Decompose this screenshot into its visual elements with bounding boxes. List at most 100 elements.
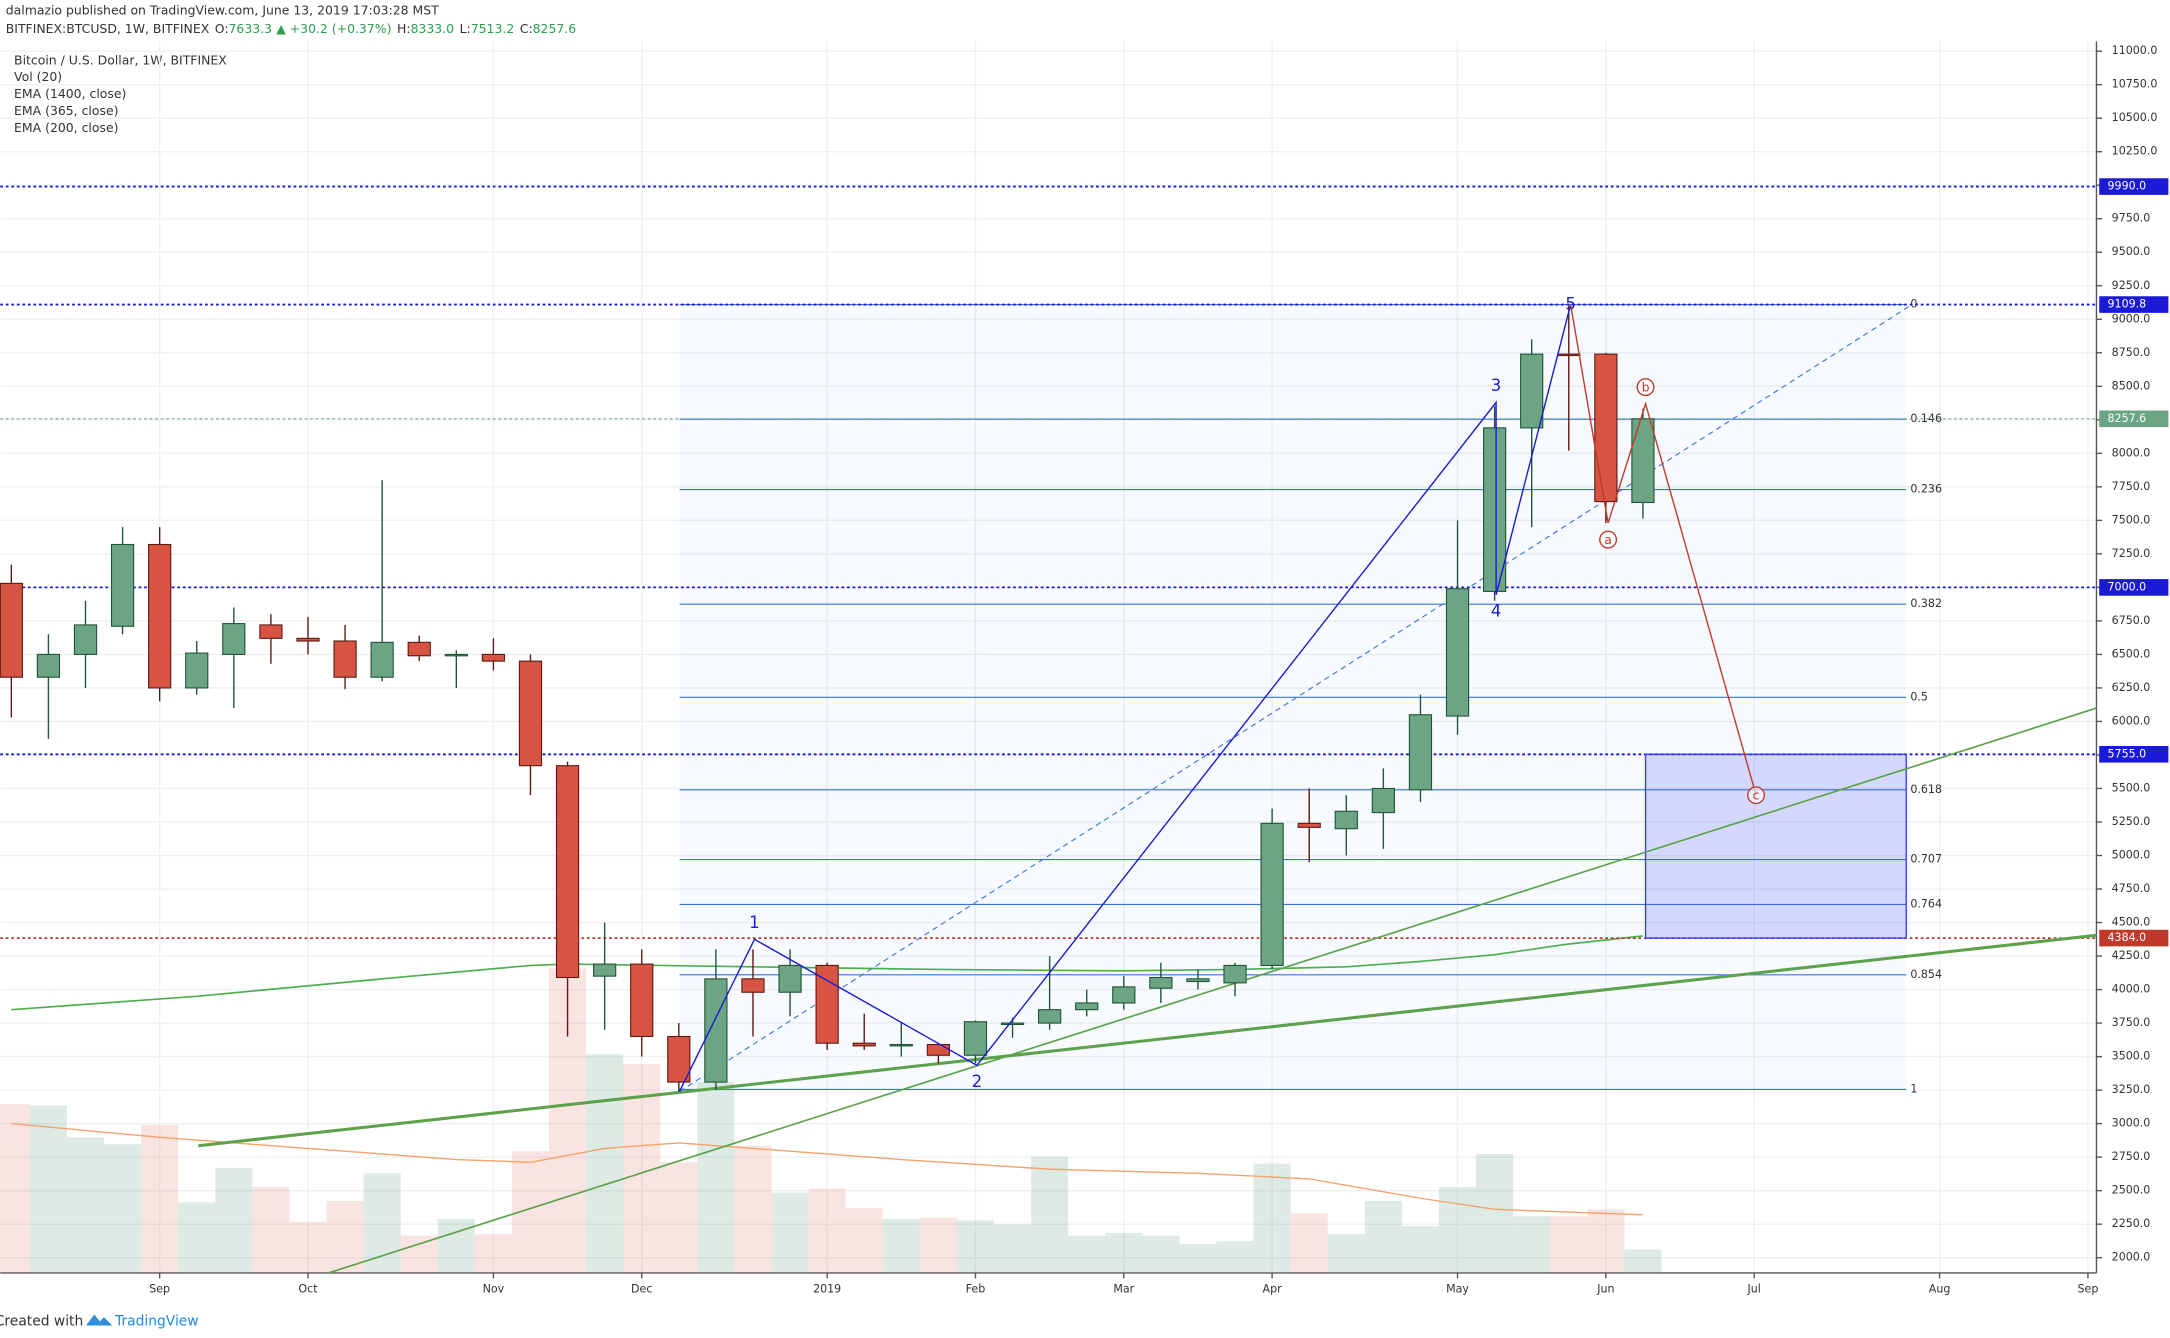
y-tick-label: 4500.0 (2112, 916, 2151, 929)
wave-circle (1747, 786, 1766, 805)
y-tick-label: 9250.0 (2112, 279, 2151, 292)
volume-bar (400, 1235, 438, 1273)
fib-label: 0.707 (1910, 853, 1942, 866)
candle-body (1371, 787, 1395, 814)
price-level-label: 8257.6 (2108, 412, 2147, 425)
footer-brand: TradingView (114, 1313, 199, 1329)
candle-body (185, 652, 209, 689)
x-tick-label: Jul (1747, 1283, 1761, 1296)
y-tick-label: 3250.0 (2112, 1083, 2151, 1096)
quote-value: 7633.3 (229, 21, 273, 36)
candle-body (1594, 353, 1618, 503)
candle-body (1223, 964, 1247, 984)
candle-body (889, 1043, 913, 1047)
wave-label: a (1604, 532, 1612, 547)
brand-logo (85, 1314, 113, 1326)
wave-label: c (1753, 787, 1760, 802)
candle-body (1075, 1002, 1099, 1011)
x-tick-label: Aug (1929, 1283, 1951, 1296)
candle-body (481, 653, 506, 662)
volume-bar (1476, 1153, 1514, 1273)
price-level-label: 7000.0 (2108, 580, 2147, 593)
volume-bar (252, 1187, 290, 1273)
y-tick-label: 3000.0 (2112, 1117, 2151, 1130)
quote-value: 8257.6 (533, 21, 577, 36)
fib-label: 0.146 (1910, 412, 1942, 425)
y-tick-label: 8000.0 (2112, 446, 2151, 459)
volume-bar (289, 1221, 327, 1273)
candle-body (259, 624, 283, 639)
volume-bar (882, 1219, 920, 1273)
volume-bar (586, 1054, 624, 1273)
fib-label: 0.618 (1910, 783, 1942, 796)
candle-body (1149, 976, 1173, 989)
candle-body (0, 582, 23, 678)
candle-body (630, 963, 654, 1038)
y-tick-label: 5000.0 (2112, 849, 2151, 862)
fib-label: 0.854 (1910, 968, 1942, 981)
candle-body (815, 964, 839, 1044)
fib-label: 1 (1910, 1082, 1917, 1095)
volume-ma (11, 1122, 1643, 1216)
price-level-label: 9109.8 (2108, 298, 2147, 311)
candle-body (110, 543, 135, 627)
price-level-tag (2099, 178, 2169, 195)
trendline (327, 707, 2097, 1274)
wave-circle (1636, 378, 1655, 397)
target-box (1644, 753, 1907, 939)
chart-title: Bitcoin / U.S. Dollar, 1W, BITFINEX (14, 52, 227, 67)
candle-body (1557, 353, 1581, 357)
y-tick-label: 11000.0 (2112, 44, 2158, 57)
volume-bar (1364, 1201, 1402, 1273)
indicator-label: EMA (200, close) (14, 120, 118, 135)
price-level-tag (2099, 929, 2169, 947)
fib-label: 0.236 (1910, 483, 1942, 496)
wave-label: 3 (1491, 376, 1502, 395)
candle-body (36, 653, 61, 678)
y-tick-label: 6000.0 (2112, 714, 2151, 727)
candle-body (370, 641, 394, 678)
y-tick-label: 2250.0 (2112, 1217, 2151, 1230)
price-level-tag (2099, 745, 2169, 763)
x-tick-label: May (1446, 1283, 1469, 1296)
wave-label: 4 (1491, 602, 1502, 621)
footer-text: Created with (0, 1313, 83, 1329)
price-level-tag (2099, 410, 2169, 428)
y-tick-label: 7500.0 (2112, 513, 2151, 526)
volume-bar (660, 1162, 698, 1273)
y-tick-label: 3500.0 (2112, 1050, 2151, 1063)
volume-bar (1624, 1249, 1662, 1273)
quote-value: 8333.0 (411, 21, 455, 36)
candle-body (73, 624, 98, 655)
volume-bar (1513, 1216, 1551, 1273)
candle-body (1520, 353, 1544, 429)
volume-bar (104, 1144, 142, 1273)
volume-bar (1327, 1234, 1365, 1273)
candle-body (1297, 822, 1321, 828)
volume-bar (697, 1082, 735, 1273)
candle-body (667, 1035, 691, 1083)
x-tick-label: Nov (483, 1283, 505, 1296)
candle-body (1112, 986, 1136, 1004)
volume-bar (1068, 1235, 1106, 1273)
volume-bar (215, 1167, 253, 1273)
price-level-label: 4384.0 (2108, 931, 2147, 944)
candle-body (1334, 810, 1358, 830)
candle-body (555, 765, 580, 979)
volume-bar (29, 1105, 67, 1273)
ema-line (11, 935, 1644, 1011)
y-tick-label: 5500.0 (2112, 781, 2151, 794)
candle-body (704, 978, 728, 1083)
wave-line (1569, 304, 1757, 796)
x-tick-label: Feb (966, 1283, 986, 1296)
volume-bar (771, 1192, 809, 1273)
x-tick-label: Dec (631, 1283, 652, 1296)
volume-bar (141, 1124, 179, 1273)
volume-bar (1253, 1163, 1291, 1273)
candle-body (963, 1021, 988, 1056)
y-tick-label: 6750.0 (2112, 614, 2151, 627)
volume-bar (178, 1202, 216, 1273)
volume-bar (326, 1201, 364, 1273)
y-tick-label: 8750.0 (2112, 346, 2151, 359)
